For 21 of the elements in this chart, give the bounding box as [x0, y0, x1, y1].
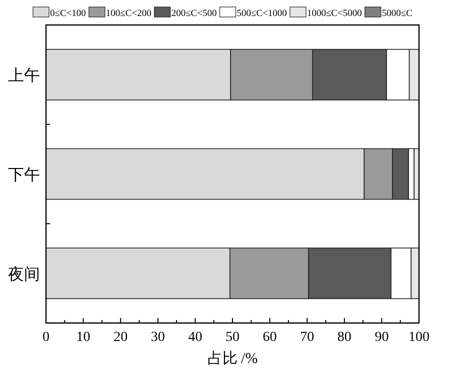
x-tick-label: 60 [262, 330, 277, 345]
x-tick-label: 50 [226, 330, 240, 345]
x-tick-label: 30 [150, 330, 165, 345]
legend-label: 5000≤C [382, 9, 412, 19]
legend-label: 0≤C<100 [50, 9, 86, 19]
legend-label: 500≤C<1000 [236, 9, 288, 19]
y-tick-label: 下午 [8, 167, 40, 184]
x-tick-label: 0 [42, 330, 50, 345]
y-tick-label: 夜间 [8, 265, 40, 284]
x-axis-title: 占比 /% [207, 350, 258, 367]
x-tick-label: 100 [408, 330, 430, 345]
x-tick-label: 20 [114, 330, 128, 345]
x-tick-label: 80 [337, 330, 352, 345]
x-tick-label: 10 [76, 330, 90, 345]
x-tick-label: 70 [300, 330, 314, 345]
legend-label: 200≤C<500 [171, 9, 217, 19]
legend-label: 1000≤C<5000 [306, 9, 362, 19]
x-tick-label: 40 [188, 330, 202, 345]
legend-label: 100≤C<200 [106, 9, 152, 19]
x-tick-label: 90 [374, 330, 389, 345]
y-tick-label: 上午 [8, 66, 40, 85]
